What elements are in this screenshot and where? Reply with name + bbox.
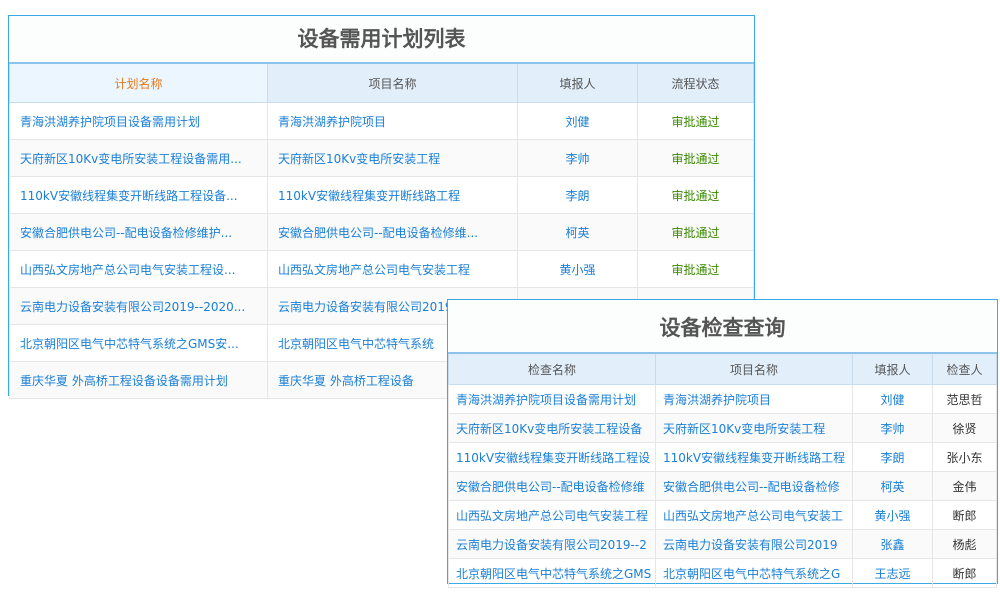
status-cell: 审批通过 [637, 139, 754, 177]
status-cell: 审批通过 [637, 176, 754, 214]
project-name-link[interactable]: 安徽合肥供电公司--配电设备检修 [655, 471, 853, 501]
table-row: 山西弘文房地产总公司电气安装工程设... 山西弘文房地产总公司电气安装工程 黄小强审… [9, 250, 754, 288]
equipment-inspection-panel: 设备检查查询 检查名称 项目名称 填报人 检查人 青海洪湖养护院项目设备需用计划… [447, 299, 998, 588]
inspector-cell: 断郎 [932, 500, 997, 530]
project-name-link[interactable]: 青海洪湖养护院项目 [655, 384, 853, 414]
column-header-inspection-name[interactable]: 检查名称 [448, 352, 656, 385]
status-cell: 审批通过 [637, 250, 754, 288]
table-row: 天府新区10Kv变电所安装工程设备 天府新区10Kv变电所安装工程 李帅 徐贤 [448, 413, 997, 443]
reporter-cell: 李帅 [517, 139, 638, 177]
inspector-cell: 张小东 [932, 442, 997, 472]
plan-name-link[interactable]: 110kV安徽线程集变开断线路工程设备... [9, 176, 268, 214]
inspection-name-link[interactable]: 云南电力设备安装有限公司2019--2 [448, 529, 656, 559]
inspector-cell: 金伟 [932, 471, 997, 501]
project-name-link[interactable]: 云南电力设备安装有限公司2019--202... [267, 287, 518, 325]
reporter-cell: 柯英 [852, 471, 933, 501]
reporter-cell: 李帅 [852, 413, 933, 443]
column-header-project-name[interactable]: 项目名称 [267, 62, 518, 103]
reporter-cell: 李朗 [517, 176, 638, 214]
column-header-project-name[interactable]: 项目名称 [655, 352, 853, 385]
reporter-cell: 黄小强 [517, 250, 638, 288]
project-name-link[interactable]: 110kV安徽线程集变开断线路工程 [267, 176, 518, 214]
inspection-name-link[interactable]: 青海洪湖养护院项目设备需用计划 [448, 384, 656, 414]
table-row: 青海洪湖养护院项目设备需用计划 青海洪湖养护院项目 刘健 范思哲 [448, 384, 997, 414]
project-name-link[interactable]: 青海洪湖养护院项目 [267, 102, 518, 140]
reporter-cell: 刘健 [517, 102, 638, 140]
inspection-name-link[interactable]: 天府新区10Kv变电所安装工程设备 [448, 413, 656, 443]
column-header-reporter[interactable]: 填报人 [517, 62, 638, 103]
table-row: 北京朝阳区电气中芯特气系统之GMS 北京朝阳区电气中芯特气系统之G 王志远 断郎 [448, 558, 997, 588]
inspector-cell: 范思哲 [932, 384, 997, 414]
project-name-link[interactable]: 安徽合肥供电公司--配电设备检修维... [267, 213, 518, 251]
inspection-name-link[interactable]: 安徽合肥供电公司--配电设备检修维 [448, 471, 656, 501]
column-header-inspector[interactable]: 检查人 [932, 352, 997, 385]
project-name-link[interactable]: 110kV安徽线程集变开断线路工程 [655, 442, 853, 472]
plan-name-link[interactable]: 云南电力设备安装有限公司2019--2020... [9, 287, 268, 325]
column-header-plan-name[interactable]: 计划名称 [9, 62, 268, 103]
inspector-cell: 断郎 [932, 558, 997, 588]
project-name-link[interactable]: 山西弘文房地产总公司电气安装工程 [267, 250, 518, 288]
status-cell: 审批通过 [637, 102, 754, 140]
project-name-link[interactable]: 云南电力设备安装有限公司2019 [655, 529, 853, 559]
table-row: 青海洪湖养护院项目设备需用计划 青海洪湖养护院项目 刘健 审批通过 [9, 102, 754, 140]
inspection-name-link[interactable]: 110kV安徽线程集变开断线路工程设 [448, 442, 656, 472]
inspection-table: 检查名称 项目名称 填报人 检查人 青海洪湖养护院项目设备需用计划 青海洪湖养护院… [448, 352, 997, 588]
table-row: 云南电力设备安装有限公司2019--2 云南电力设备安装有限公司2019 张鑫 杨彪 [448, 529, 997, 559]
panel-title: 设备需用计划列表 [9, 16, 754, 62]
inspector-cell: 徐贤 [932, 413, 997, 443]
table-row: 天府新区10Kv变电所安装工程设备需用... 天府新区10Kv变电所安装工程 李帅审… [9, 139, 754, 177]
project-name-link[interactable]: 天府新区10Kv变电所安装工程 [267, 139, 518, 177]
table-row: 110kV安徽线程集变开断线路工程设 110kV安徽线程集变开断线路工程 李朗 张小东 [448, 442, 997, 472]
plan-name-link[interactable]: 天府新区10Kv变电所安装工程设备需用... [9, 139, 268, 177]
project-name-link[interactable]: 北京朝阳区电气中芯特气系统之G [655, 558, 853, 588]
reporter-cell: 李朗 [852, 442, 933, 472]
reporter-cell: 柯英 [517, 213, 638, 251]
reporter-cell: 张鑫 [852, 529, 933, 559]
reporter-cell: 黄小强 [852, 500, 933, 530]
inspector-cell: 杨彪 [932, 529, 997, 559]
project-name-link[interactable]: 山西弘文房地产总公司电气安装工 [655, 500, 853, 530]
inspection-name-link[interactable]: 北京朝阳区电气中芯特气系统之GMS [448, 558, 656, 588]
table-row: 安徽合肥供电公司--配电设备检修维护... 安徽合肥供电公司--配电设备检修维..… [9, 213, 754, 251]
panel-title: 设备检查查询 [448, 300, 997, 352]
column-header-status[interactable]: 流程状态 [637, 62, 754, 103]
table-row: 山西弘文房地产总公司电气安装工程 山西弘文房地产总公司电气安装工 黄小强 断郎 [448, 500, 997, 530]
plan-name-link[interactable]: 安徽合肥供电公司--配电设备检修维护... [9, 213, 268, 251]
column-header-reporter[interactable]: 填报人 [852, 352, 933, 385]
status-cell: 审批通过 [637, 213, 754, 251]
plan-name-link[interactable]: 重庆华夏 外高桥工程设备设备需用计划 [9, 361, 268, 399]
plan-name-link[interactable]: 山西弘文房地产总公司电气安装工程设... [9, 250, 268, 288]
inspection-name-link[interactable]: 山西弘文房地产总公司电气安装工程 [448, 500, 656, 530]
reporter-cell: 刘健 [852, 384, 933, 414]
reporter-cell: 王志远 [852, 558, 933, 588]
table-row: 安徽合肥供电公司--配电设备检修维 安徽合肥供电公司--配电设备检修 柯英 金伟 [448, 471, 997, 501]
table-row: 110kV安徽线程集变开断线路工程设备... 110kV安徽线程集变开断线路工程李… [9, 176, 754, 214]
project-name-link[interactable]: 天府新区10Kv变电所安装工程 [655, 413, 853, 443]
plan-name-link[interactable]: 北京朝阳区电气中芯特气系统之GMS安... [9, 324, 268, 362]
plan-name-link[interactable]: 青海洪湖养护院项目设备需用计划 [9, 102, 268, 140]
